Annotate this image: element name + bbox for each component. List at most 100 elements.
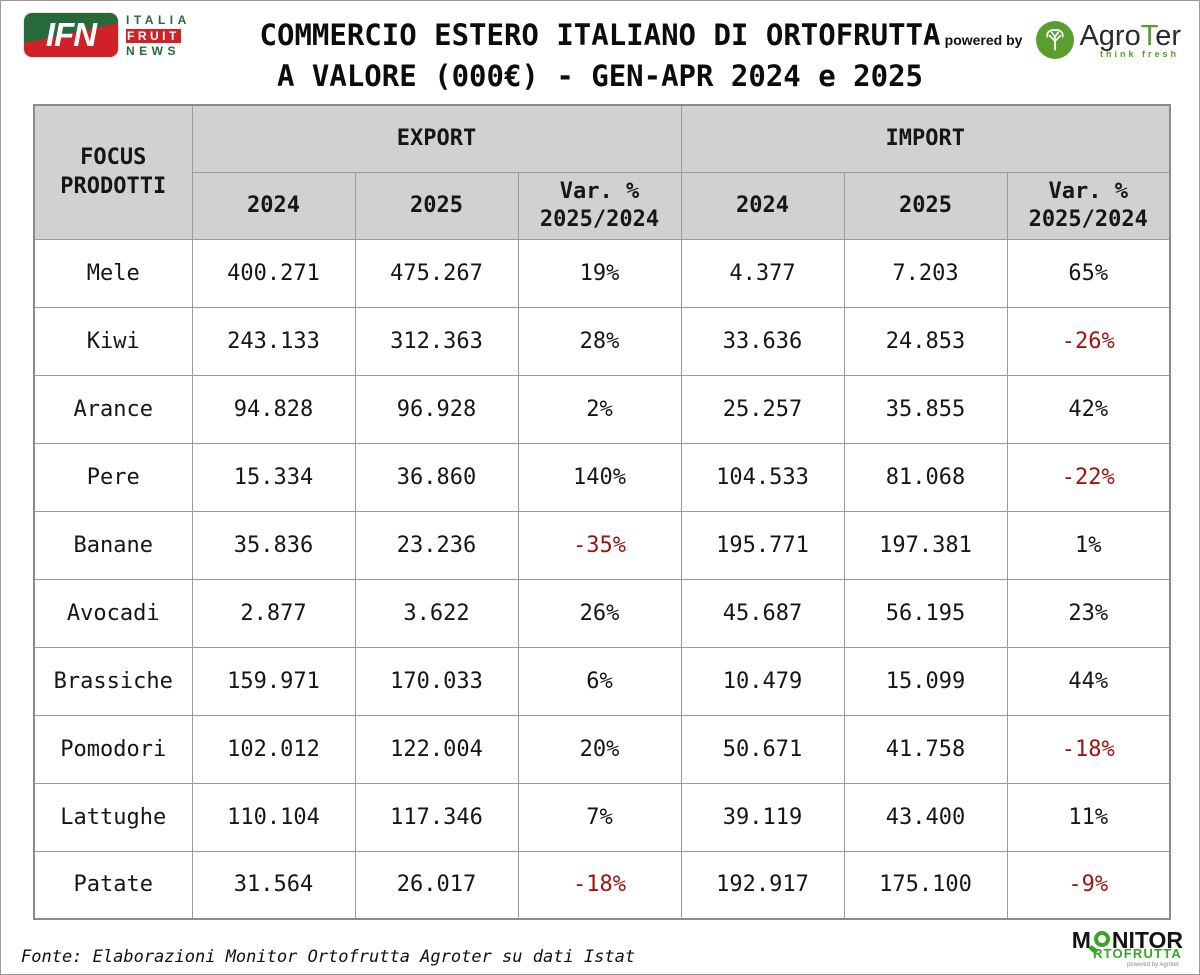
value-cell: 475.267 [354,238,519,308]
value-cell: 243.133 [191,306,356,376]
value-cell: 3.622 [354,578,519,648]
value-cell: 10.479 [680,646,845,716]
value-cell: 102.012 [191,714,356,784]
monitor-nitor: NITOR [1111,927,1183,953]
value-cell: 42% [1006,374,1171,444]
table-row: Pere 15.334 36.860 140% 104.533 81.068 -22% [33,442,1171,512]
value-cell: -35% [517,510,682,580]
value-cell: 23% [1006,578,1171,648]
source-note: Fonte: Elaborazioni Monitor Ortofrutta A… [21,947,636,967]
value-cell: 19% [517,238,682,308]
value-cell: 20% [517,714,682,784]
title-line-2: A VALORE (000€) - GEN-APR 2024 e 2025 [276,59,923,93]
import-group-header: IMPORT [680,104,1171,173]
table-row: Patate 31.564 26.017 -18% 192.917 175.100 -9% [33,850,1171,920]
product-cell: Lattughe [33,782,193,852]
product-cell: Mele [33,238,193,308]
export-var-header: Var. % 2025/2024 [517,171,682,240]
ifn-word-fruit: FRUIT [126,29,181,43]
value-cell: 23.236 [354,510,519,580]
table-row: Avocadi 2.877 3.622 26% 45.687 56.195 23% [33,578,1171,648]
value-cell: 96.928 [354,374,519,444]
product-cell: Avocadi [33,578,193,648]
magnifier-icon [1088,930,1111,954]
product-cell: Pere [33,442,193,512]
value-cell: 11% [1006,782,1171,852]
value-cell: 170.033 [354,646,519,716]
value-cell: 50.671 [680,714,845,784]
value-cell: 31.564 [191,850,356,920]
table-row: Mele 400.271 475.267 19% 4.377 7.203 65% [33,238,1171,308]
value-cell: 122.004 [354,714,519,784]
import-2024-header: 2024 [680,171,845,240]
title-line-1: COMMERCIO ESTERO ITALIANO DI ORTOFRUTTA [259,18,941,52]
powered-by-label: powered by [944,32,1023,48]
value-cell: 400.271 [191,238,356,308]
agroter-block: powered by AgroTer [945,21,1181,59]
value-cell: -22% [1006,442,1171,512]
value-cell: 6% [517,646,682,716]
value-cell: 175.100 [843,850,1008,920]
ifn-acronym: IFN [45,15,97,53]
product-cell: Kiwi [33,306,193,376]
agroter-wordmark: AgroTer [1079,20,1181,52]
value-cell: 26.017 [354,850,519,920]
monitor-ortofrutta-word: RTOFRUTTA [1092,946,1182,961]
monitor-m: M [1071,927,1091,953]
value-cell: 4.377 [680,238,845,308]
value-cell: 7.203 [843,238,1008,308]
value-cell: 81.068 [843,442,1008,512]
ifn-word-italia: ITALIA [126,13,191,27]
trade-table: FOCUS PRODOTTI EXPORT IMPORT 2024 2025 V… [33,104,1172,920]
table-row: Lattughe 110.104 117.346 7% 39.119 43.400 11% [33,782,1171,852]
product-cell: Brassiche [33,646,193,716]
value-cell: -18% [1006,714,1171,784]
value-cell: 28% [517,306,682,376]
value-cell: 45.687 [680,578,845,648]
value-cell: 25.257 [680,374,845,444]
value-cell: 41.758 [843,714,1008,784]
table-body: Mele 400.271 475.267 19% 4.377 7.203 65% Kiwi 24… [33,238,1171,920]
value-cell: 39.119 [680,782,845,852]
product-cell: Banane [33,510,193,580]
value-cell: 110.104 [191,782,356,852]
product-cell: Arance [33,374,193,444]
table-row: Brassiche 159.971 170.033 6% 10.479 15.099 44% [33,646,1171,716]
value-cell: 7% [517,782,682,852]
ifn-badge-icon: IFN [23,12,119,58]
value-cell: 94.828 [191,374,356,444]
monitor-ortofrutta-logo: M NITOR RTOFRUTTA powered by Agroter [1071,927,1183,969]
value-cell: 2.877 [191,578,356,648]
value-cell: 33.636 [680,306,845,376]
table-row: Arance 94.828 96.928 2% 25.257 35.855 42% [33,374,1171,444]
table-row: Banane 35.836 23.236 -35% 195.771 197.381 1% [33,510,1171,580]
value-cell: 192.917 [680,850,845,920]
value-cell: 36.860 [354,442,519,512]
value-cell: 65% [1006,238,1171,308]
page-title: COMMERCIO ESTERO ITALIANO DI ORTOFRUTTA … [1,15,1199,97]
value-cell: -18% [517,850,682,920]
value-cell: 44% [1006,646,1171,716]
value-cell: 26% [517,578,682,648]
value-cell: 35.836 [191,510,356,580]
corner-header: FOCUS PRODOTTI [33,104,193,240]
value-cell: -9% [1006,850,1171,920]
tree-icon [1036,21,1075,59]
agroter-logo: AgroTer think fresh [1036,21,1181,59]
product-cell: Pomodori [33,714,193,784]
table-row: Pomodori 102.012 122.004 20% 50.671 41.758 -18… [33,714,1171,784]
value-cell: 159.971 [191,646,356,716]
value-cell: 140% [517,442,682,512]
value-cell: 312.363 [354,306,519,376]
table-row: Kiwi 243.133 312.363 28% 33.636 24.853 -26% [33,306,1171,376]
value-cell: 197.381 [843,510,1008,580]
import-2025-header: 2025 [843,171,1008,240]
value-cell: 1% [1006,510,1171,580]
value-cell: 56.195 [843,578,1008,648]
export-group-header: EXPORT [191,104,682,173]
export-2024-header: 2024 [191,171,356,240]
value-cell: 15.099 [843,646,1008,716]
value-cell: 15.334 [191,442,356,512]
value-cell: 104.533 [680,442,845,512]
